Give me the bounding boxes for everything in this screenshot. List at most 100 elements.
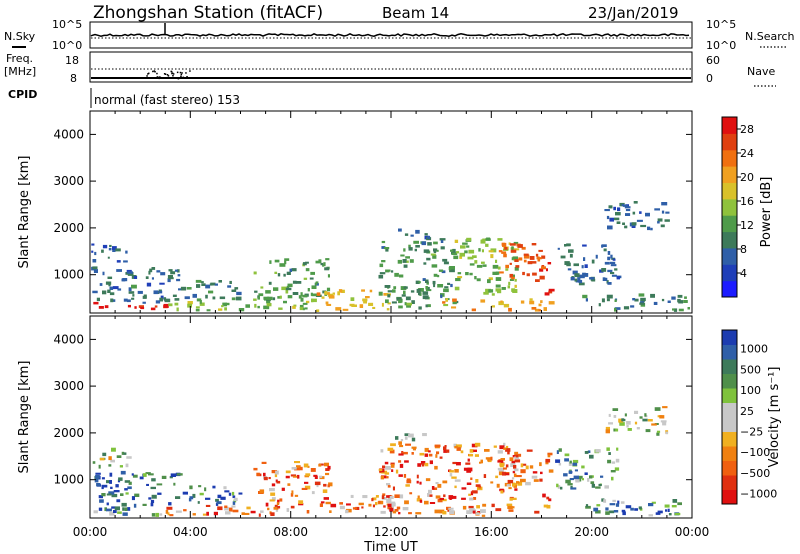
echo-cell [437,483,442,488]
echo-cell [474,442,481,447]
echo-cell [617,500,620,505]
echo-cell [379,263,384,268]
echo-cell [428,489,432,494]
velocity-cbar-tick-label: −25 [740,426,763,439]
echo-cell [425,286,428,290]
echo-cell [298,295,302,299]
echo-cell [274,259,280,263]
echo-cell [297,474,300,479]
echo-cell [404,302,407,306]
echo-cell [400,439,404,442]
echo-cell [449,470,454,473]
velocity-cbar-tick-label: −100 [740,446,770,459]
echo-cell [306,300,310,304]
nave-tick-bottom: 0 [706,72,713,85]
echo-cell [114,506,120,511]
echo-cell [578,279,583,283]
echo-cell [500,300,503,303]
echo-cell [200,281,204,284]
echo-cell [158,289,162,292]
echo-cell [684,296,687,299]
echo-cell [174,269,178,272]
echo-cell [546,504,551,509]
echo-cell [145,472,151,475]
echo-cell [453,255,459,260]
echo-cell [662,406,668,409]
echo-cell [509,243,516,246]
echo-cell [399,274,404,278]
echo-cell [404,233,409,236]
echo-cell [387,290,394,293]
echo-cell [305,473,311,477]
echo-cell [527,261,533,265]
echo-cell [605,426,610,431]
echo-cell [466,245,470,248]
freq-panel: Freq. [MHz] 18 8 60 0 Nave [4,51,776,87]
echo-cell [175,496,181,499]
echo-cell [497,460,504,463]
echo-cell [582,272,586,277]
echo-cell [615,503,620,507]
echo-cell [92,461,96,464]
nave-point [163,73,166,75]
echo-cell [178,288,182,291]
echo-cell [189,485,193,490]
echo-cell [547,262,552,265]
echo-cell [485,238,491,241]
echo-cell [529,298,533,301]
echo-cell [306,510,310,514]
echo-cell [195,308,200,312]
echo-cell [450,249,454,252]
echo-cell [110,298,114,303]
echo-cell [405,484,410,487]
echo-cell [271,470,277,474]
echo-cell [133,503,137,508]
echo-cell [621,204,625,207]
echo-cell [116,260,121,263]
echo-cell [453,443,457,448]
echo-cell [498,471,504,476]
echo-cell [231,505,236,508]
echo-cell [608,422,613,425]
echo-cell [613,428,617,432]
echo-cell [546,268,548,272]
velocity-y-axis: 1000 2000 3000 4000 [53,316,693,518]
echo-cell [620,501,625,504]
echo-cell [396,506,401,510]
echo-cell [523,259,527,263]
colorbar-segment [722,359,737,374]
echo-cell [604,261,610,265]
echo-cell [197,501,200,504]
echo-cell [415,280,420,284]
echo-cell [157,492,162,495]
echo-cell [584,472,588,475]
echo-cell [451,476,457,479]
echo-cell [399,445,404,448]
echo-cell [209,283,213,286]
echo-cell [285,287,292,291]
echo-cell [287,295,293,299]
echo-cell [228,507,233,512]
echo-cell [232,495,236,499]
echo-cell [112,286,119,290]
echo-cell [425,279,429,283]
echo-cell [406,479,412,484]
echo-cell [212,485,216,489]
echo-cell [606,294,613,299]
echo-cell [263,472,266,477]
colorbar-segment [722,460,737,476]
echo-cell [104,305,109,309]
echo-cell [595,449,601,453]
echo-cell [456,251,460,254]
echo-cell [604,277,608,281]
echo-cell [513,484,517,488]
echo-cell [440,294,443,299]
station-title: Zhongshan Station (fitACF) [93,3,323,23]
echo-cell [503,442,506,446]
echo-cell [419,499,423,503]
echo-cell [305,268,310,272]
echo-cell [511,246,514,251]
echo-cell [285,470,291,474]
echo-cell [605,511,610,515]
echo-cell [117,511,122,514]
